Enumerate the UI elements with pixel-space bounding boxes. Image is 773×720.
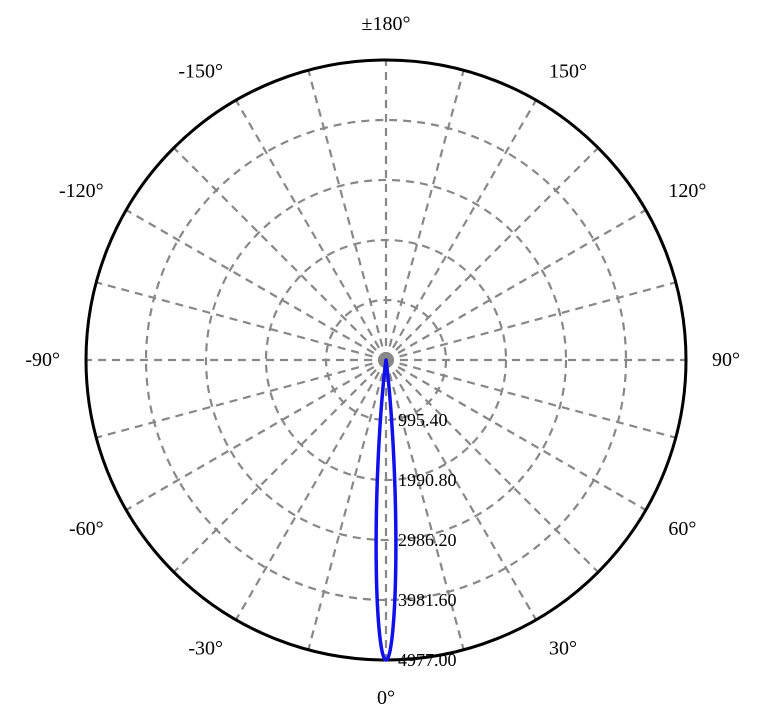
angle-label: -90° — [25, 349, 60, 371]
angle-label: 120° — [668, 180, 706, 202]
radial-label: 4977.00 — [398, 650, 457, 670]
angle-label: -30° — [188, 637, 223, 659]
radial-label: 995.40 — [398, 410, 448, 430]
radial-label: 3981.60 — [398, 590, 457, 610]
angle-label: 90° — [712, 349, 740, 371]
polar-chart-container: { "chart": { "type": "polar", "canvas": … — [0, 0, 773, 720]
angle-label: -120° — [59, 180, 104, 202]
radial-label: 1990.80 — [398, 470, 457, 490]
angle-label: 150° — [549, 61, 587, 83]
radial-label: 2986.20 — [398, 530, 457, 550]
angle-label: -150° — [178, 61, 223, 83]
angle-label: ±180° — [362, 13, 411, 35]
angle-label: 60° — [668, 518, 696, 540]
polar-chart: ±180° -150° -120° -90° -60° -30° 0° 30° 60° 90° 12… — [0, 0, 773, 720]
angle-label: 0° — [377, 687, 395, 709]
angle-label: -60° — [69, 518, 104, 540]
angle-label: 30° — [549, 637, 577, 659]
